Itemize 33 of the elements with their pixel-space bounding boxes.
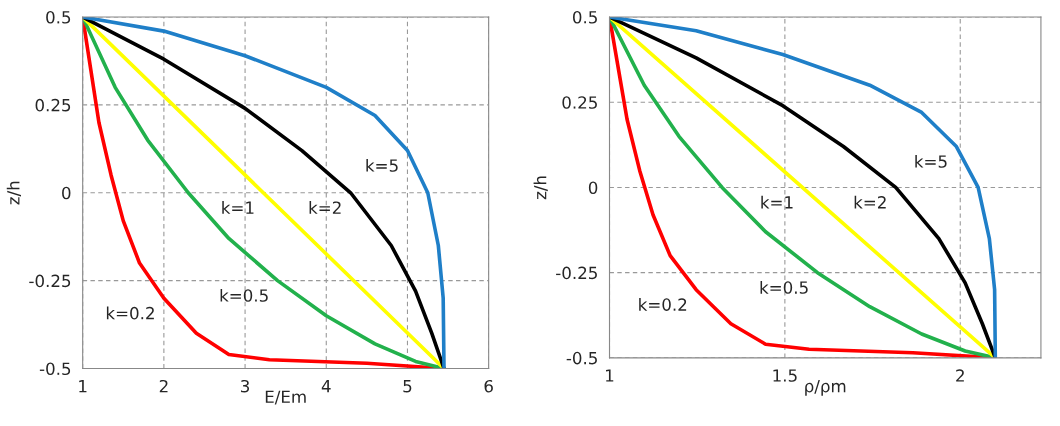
series-label: k=0.5 xyxy=(760,280,808,294)
series-label: k=5 xyxy=(915,154,947,168)
series-label: k=0.5 xyxy=(220,288,268,302)
series-label: k=1 xyxy=(761,195,793,209)
y-axis-title: z/h xyxy=(6,181,21,205)
x-tick-label: 3 xyxy=(241,379,250,393)
x-tick-label: 2 xyxy=(159,379,168,393)
x-tick-label: 2 xyxy=(956,369,964,382)
y-tick-label: -0.5 xyxy=(566,351,597,365)
x-axis-title: ρ/ρm xyxy=(805,380,846,396)
y-tick-label: 0.25 xyxy=(562,96,597,109)
x-tick-label: 5 xyxy=(403,380,412,393)
x-tick-label: 6 xyxy=(484,379,493,393)
x-tick-label: 4 xyxy=(321,380,331,393)
y-tick-label: 0.5 xyxy=(46,11,71,24)
y-tick-label: -0.25 xyxy=(29,274,71,288)
x-axis-title: E/Em xyxy=(265,390,306,405)
series-label: k=0.2 xyxy=(639,298,687,311)
y-axis-title: z/h xyxy=(533,176,548,200)
series-label: k=1 xyxy=(222,201,254,214)
series-label: k=0.2 xyxy=(106,306,154,320)
series-label: k=5 xyxy=(366,158,398,172)
x-tick-label: 1 xyxy=(606,369,614,382)
y-tick-label: -0.5 xyxy=(39,362,71,376)
x-tick-label: 1 xyxy=(79,380,87,393)
y-tick-label: -0.25 xyxy=(556,266,597,280)
y-tick-label: 0 xyxy=(588,181,598,195)
series-label: k=2 xyxy=(854,195,886,209)
x-tick-label: 1.5 xyxy=(773,369,797,382)
y-tick-label: 0.5 xyxy=(572,11,597,24)
series-label: k=2 xyxy=(309,201,341,214)
y-tick-label: 0.25 xyxy=(35,98,71,112)
y-tick-label: 0 xyxy=(62,186,71,200)
